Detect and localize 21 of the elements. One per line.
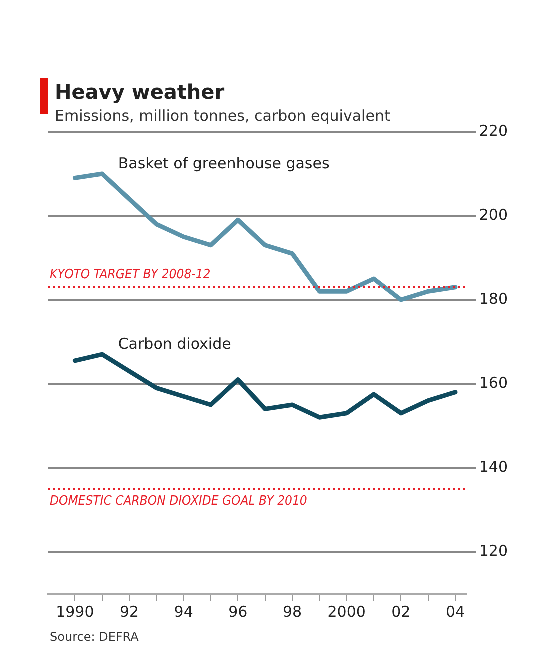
y-tick-label: 140 <box>479 458 508 476</box>
x-tick-label: 02 <box>392 602 411 621</box>
x-tick-label: 04 <box>446 602 466 621</box>
y-tick-label: 180 <box>479 290 508 308</box>
x-tick-label: 96 <box>228 602 248 621</box>
series-label: Basket of greenhouse gases <box>118 154 330 172</box>
ref-line-label: KYOTO TARGET BY 2008-12 <box>50 267 211 282</box>
chart-title: Heavy weather <box>55 80 225 104</box>
y-tick-label: 120 <box>479 542 508 560</box>
x-tick-label: 1990 <box>56 602 94 621</box>
y-tick-label: 160 <box>479 374 508 392</box>
y-tick-label: 200 <box>479 206 508 224</box>
source-note: Source: DEFRA <box>50 630 139 644</box>
x-tick-label: 92 <box>120 602 140 621</box>
x-tick-label: 2000 <box>328 602 366 621</box>
y-tick-label: 220 <box>479 122 508 140</box>
ref-line-label: DOMESTIC CARBON DIOXIDE GOAL BY 2010 <box>50 494 308 509</box>
x-tick-label: 94 <box>174 602 194 621</box>
chart-subtitle: Emissions, million tonnes, carbon equivalent <box>55 107 390 125</box>
x-tick-label: 98 <box>282 602 302 621</box>
series-label: Carbon dioxide <box>118 334 232 353</box>
